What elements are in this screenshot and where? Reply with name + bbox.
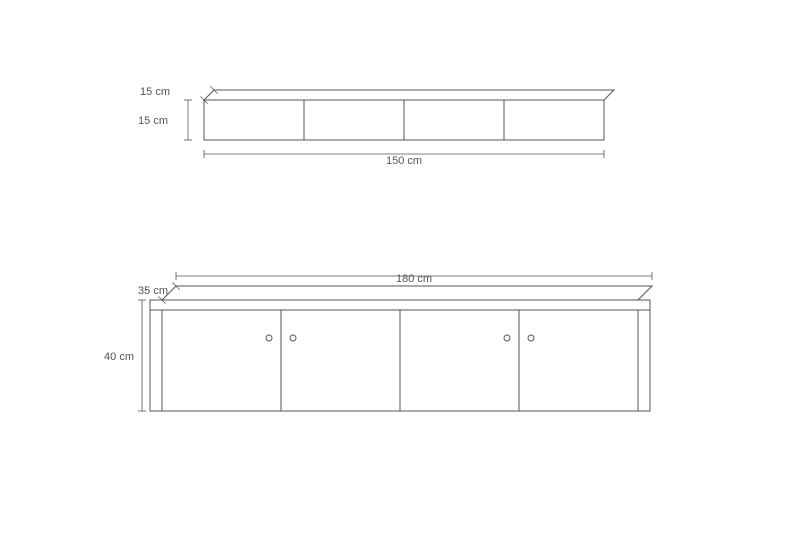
shelf-top-face	[204, 90, 614, 100]
door-knob	[290, 335, 296, 341]
shelf-diagram: 15 cm 15 cm 150 cm	[138, 86, 614, 167]
shelf-depth-label: 15 cm	[140, 86, 170, 98]
shelf-width-label: 150 cm	[386, 155, 422, 167]
cabinet-depth-label: 35 cm	[138, 285, 168, 297]
cabinet-diagram: 35 cm 40 cm 180 cm	[104, 272, 652, 411]
cabinet-top-face	[162, 286, 652, 300]
cabinet-width-label: 180 cm	[396, 273, 432, 285]
shelf-height-label: 15 cm	[138, 115, 168, 127]
door-knob	[528, 335, 534, 341]
door-knob	[504, 335, 510, 341]
door-knob	[266, 335, 272, 341]
cabinet-height-label: 40 cm	[104, 351, 134, 363]
